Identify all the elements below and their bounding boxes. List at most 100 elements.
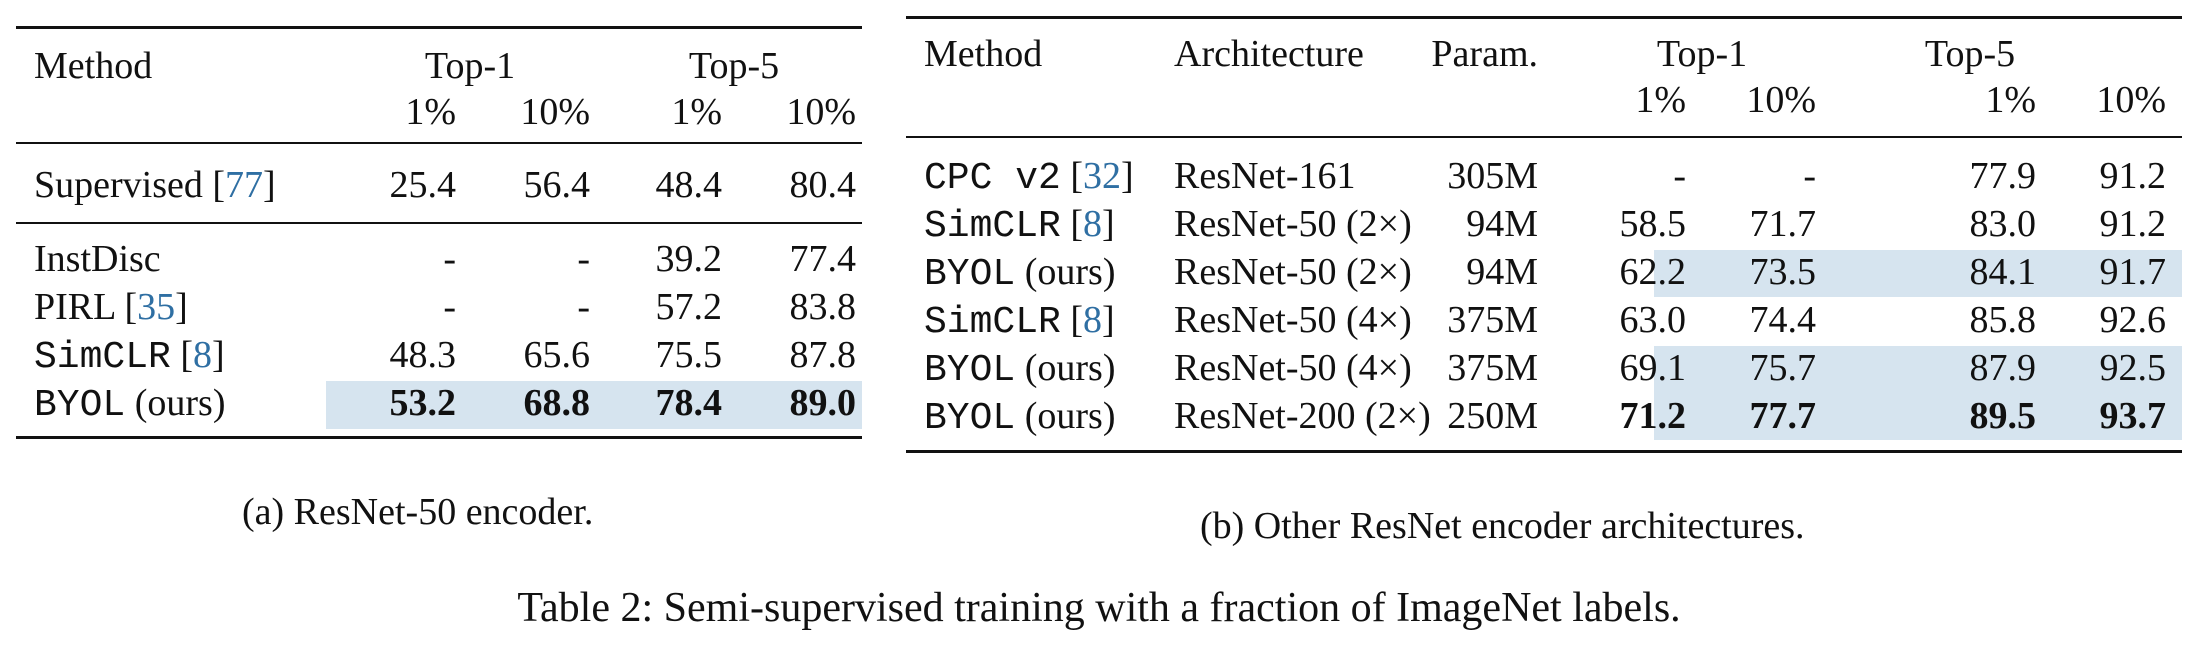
cell: 77.4	[789, 238, 857, 280]
row-simclr-method: SimCLR [8]	[924, 299, 1115, 344]
cell: 78.4	[655, 382, 723, 424]
header-top1-10pct: 10%	[520, 91, 590, 133]
highlight-band	[326, 381, 862, 429]
cell: 25.4	[389, 164, 457, 206]
cell: 89.0	[789, 382, 857, 424]
citation: 32	[1082, 155, 1121, 197]
cell: 92.5	[2099, 347, 2167, 389]
ours-label: (ours)	[1024, 347, 1116, 389]
cell: 91.2	[2099, 155, 2167, 197]
row-cpc-v2-method: CPC v2 [32]	[924, 155, 1134, 200]
header-top1-1pct: 1%	[1635, 79, 1686, 121]
cell: -	[443, 286, 456, 328]
cell: 91.2	[2099, 203, 2167, 245]
cell: -	[577, 238, 590, 280]
ours-label: (ours)	[1024, 395, 1116, 437]
caption-a: (a) ResNet-50 encoder.	[242, 491, 594, 533]
cell: 84.1	[1969, 251, 2037, 293]
method-name: SimCLR	[924, 205, 1061, 248]
cell-param: 94M	[1466, 203, 1538, 245]
cell: -	[577, 286, 590, 328]
method-name: BYOL	[34, 384, 126, 427]
cell-architecture: ResNet-50 (2×)	[1174, 203, 1412, 245]
citation: 8	[1082, 203, 1102, 245]
cell: 62.2	[1619, 251, 1687, 293]
cell: 87.8	[789, 334, 857, 376]
cell: 89.5	[1969, 395, 2037, 437]
cell: 83.8	[789, 286, 857, 328]
cell-param: 375M	[1447, 347, 1538, 389]
cell: 53.2	[389, 382, 457, 424]
header-top5: Top-5	[1924, 33, 2016, 75]
row-byol-method: BYOL (ours)	[924, 248, 1115, 299]
table-caption: Table 2: Semi-supervised training with a…	[517, 585, 1681, 631]
cell: 87.9	[1969, 347, 2037, 389]
caption-b: (b) Other ResNet encoder architectures.	[1200, 505, 1805, 547]
cell-param: 94M	[1466, 251, 1538, 293]
header-rule	[16, 142, 862, 144]
method-name: BYOL	[924, 349, 1016, 392]
cell: 77.9	[1969, 155, 2037, 197]
header-top5: Top-5	[688, 45, 780, 87]
cell: -	[1803, 155, 1816, 197]
cell: 63.0	[1619, 299, 1687, 341]
cell-architecture: ResNet-50 (4×)	[1174, 299, 1412, 341]
header-top1: Top-1	[1656, 33, 1748, 75]
header-top5-1pct: 1%	[1985, 79, 2036, 121]
header-method: Method	[34, 45, 153, 87]
citation: 8	[192, 334, 212, 376]
cell: 74.4	[1749, 299, 1817, 341]
cell: 71.7	[1749, 203, 1817, 245]
cell: 39.2	[655, 238, 723, 280]
header-method: Method	[924, 33, 1043, 75]
cell: 91.7	[2099, 251, 2167, 293]
method-name: Supervised	[34, 164, 203, 206]
method-name: BYOL	[924, 397, 1016, 440]
header-top5-10pct: 10%	[786, 91, 856, 133]
cell: 75.5	[655, 334, 723, 376]
row-byol-method: BYOL (ours)	[34, 379, 225, 430]
cell: 48.3	[389, 334, 457, 376]
cell: -	[1673, 155, 1686, 197]
cell: 85.8	[1969, 299, 2037, 341]
bottom-rule	[16, 436, 862, 439]
table-a: Method Top-1 Top-5 1% 10% 1% 10% Supervi…	[16, 0, 862, 460]
cell-architecture: ResNet-200 (2×)	[1174, 395, 1431, 437]
cell: 65.6	[523, 334, 591, 376]
method-name: SimCLR	[34, 336, 171, 379]
row-simclr-method: SimCLR [8]	[34, 334, 225, 379]
cell-architecture: ResNet-50 (2×)	[1174, 251, 1412, 293]
row-byol-method: BYOL (ours)	[924, 392, 1115, 443]
cell: 56.4	[523, 164, 591, 206]
cell: 48.4	[655, 164, 723, 206]
cell: 83.0	[1969, 203, 2037, 245]
cell: 80.4	[789, 164, 857, 206]
cell: 57.2	[655, 286, 723, 328]
cell: 93.7	[2099, 395, 2167, 437]
top-rule	[16, 26, 862, 29]
header-architecture: Architecture	[1174, 33, 1364, 75]
cell-param: 375M	[1447, 299, 1538, 341]
cell: -	[443, 238, 456, 280]
cell: 58.5	[1619, 203, 1687, 245]
row-instdisc-method: InstDisc	[34, 238, 161, 280]
cell: 92.6	[2099, 299, 2167, 341]
method-name: CPC v2	[924, 157, 1061, 200]
table-b: Method Architecture Param. Top-1 Top-5 1…	[906, 0, 2182, 460]
cell: 73.5	[1749, 251, 1817, 293]
header-rule	[906, 136, 2182, 138]
row-simclr-method: SimCLR [8]	[924, 203, 1115, 248]
method-name: PIRL	[34, 286, 115, 328]
cell: 68.8	[523, 382, 591, 424]
header-top1: Top-1	[424, 45, 516, 87]
row-supervised-method: Supervised [77]	[34, 164, 276, 206]
row-byol-method: BYOL (ours)	[924, 344, 1115, 395]
highlight-band	[1654, 346, 2182, 440]
method-name: SimCLR	[924, 301, 1061, 344]
ours-label: (ours)	[134, 382, 226, 424]
cell-param: 250M	[1447, 395, 1538, 437]
citation: 8	[1082, 299, 1102, 341]
top-rule	[906, 16, 2182, 19]
cell: 71.2	[1619, 395, 1687, 437]
citation: 77	[225, 164, 264, 206]
